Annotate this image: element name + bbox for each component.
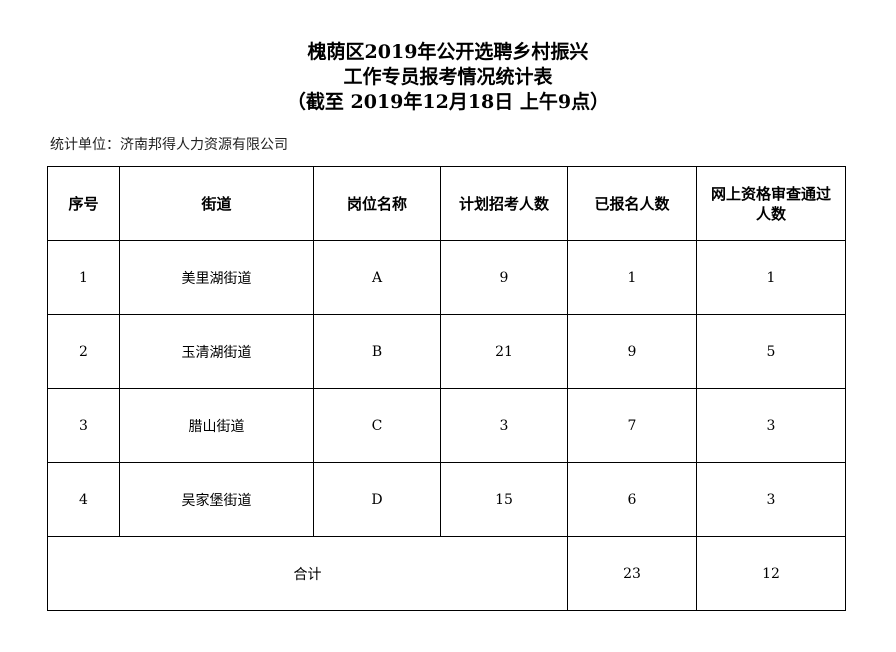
table-cell: 1 bbox=[696, 240, 846, 315]
title-line-3: （截至 2019年12月18日 上午9点） bbox=[286, 91, 610, 113]
header-cell: 序号 bbox=[47, 166, 120, 241]
table-cell: C bbox=[313, 388, 441, 463]
table-cell: 3 bbox=[440, 388, 568, 463]
table-cell: 1 bbox=[567, 240, 697, 315]
statistics-table: 序号 街道 岗位名称 计划招考人数 已报名人数 网上资格审查通过人数 1 美里湖街… bbox=[47, 166, 846, 611]
table-cell: 9 bbox=[567, 314, 697, 389]
table-cell: 21 bbox=[440, 314, 568, 389]
statistics-unit: 统计单位：济南邦得人力资源有限公司 bbox=[50, 137, 288, 153]
table-row: 4 吴家堡街道 D 15 6 3 bbox=[47, 462, 846, 537]
total-passed: 12 bbox=[696, 536, 846, 611]
total-registered: 23 bbox=[567, 536, 697, 611]
table-cell: 美里湖街道 bbox=[119, 240, 314, 315]
table-cell: B bbox=[313, 314, 441, 389]
title-line-1: 槐荫区2019年公开选聘乡村振兴 bbox=[307, 41, 589, 63]
table-cell: 1 bbox=[47, 240, 120, 315]
table-cell: 玉清湖街道 bbox=[119, 314, 314, 389]
table-cell: 5 bbox=[696, 314, 846, 389]
table-cell: 2 bbox=[47, 314, 120, 389]
table-cell: 3 bbox=[696, 462, 846, 537]
table-cell: A bbox=[313, 240, 441, 315]
table-row: 3 腊山街道 C 3 7 3 bbox=[47, 388, 846, 463]
table-row: 2 玉清湖街道 B 21 9 5 bbox=[47, 314, 846, 389]
table-cell: 15 bbox=[440, 462, 568, 537]
header-cell: 街道 bbox=[119, 166, 314, 241]
table-cell: 3 bbox=[696, 388, 846, 463]
total-label: 合计 bbox=[47, 536, 568, 611]
header-cell: 计划招考人数 bbox=[440, 166, 568, 241]
total-row: 合计 23 12 bbox=[47, 536, 846, 611]
table-row: 1 美里湖街道 A 9 1 1 bbox=[47, 240, 846, 315]
table-cell: 腊山街道 bbox=[119, 388, 314, 463]
header-cell: 网上资格审查通过人数 bbox=[696, 166, 846, 241]
header-row: 序号 街道 岗位名称 计划招考人数 已报名人数 网上资格审查通过人数 bbox=[47, 166, 846, 241]
header-cell: 已报名人数 bbox=[567, 166, 697, 241]
title-line-2: 工作专员报考情况统计表 bbox=[343, 66, 553, 88]
table-cell: 3 bbox=[47, 388, 120, 463]
table-cell: 吴家堡街道 bbox=[119, 462, 314, 537]
table-cell: 6 bbox=[567, 462, 697, 537]
table-cell: D bbox=[313, 462, 441, 537]
table-cell: 4 bbox=[47, 462, 120, 537]
table-cell: 7 bbox=[567, 388, 697, 463]
header-cell: 岗位名称 bbox=[313, 166, 441, 241]
table-cell: 9 bbox=[440, 240, 568, 315]
